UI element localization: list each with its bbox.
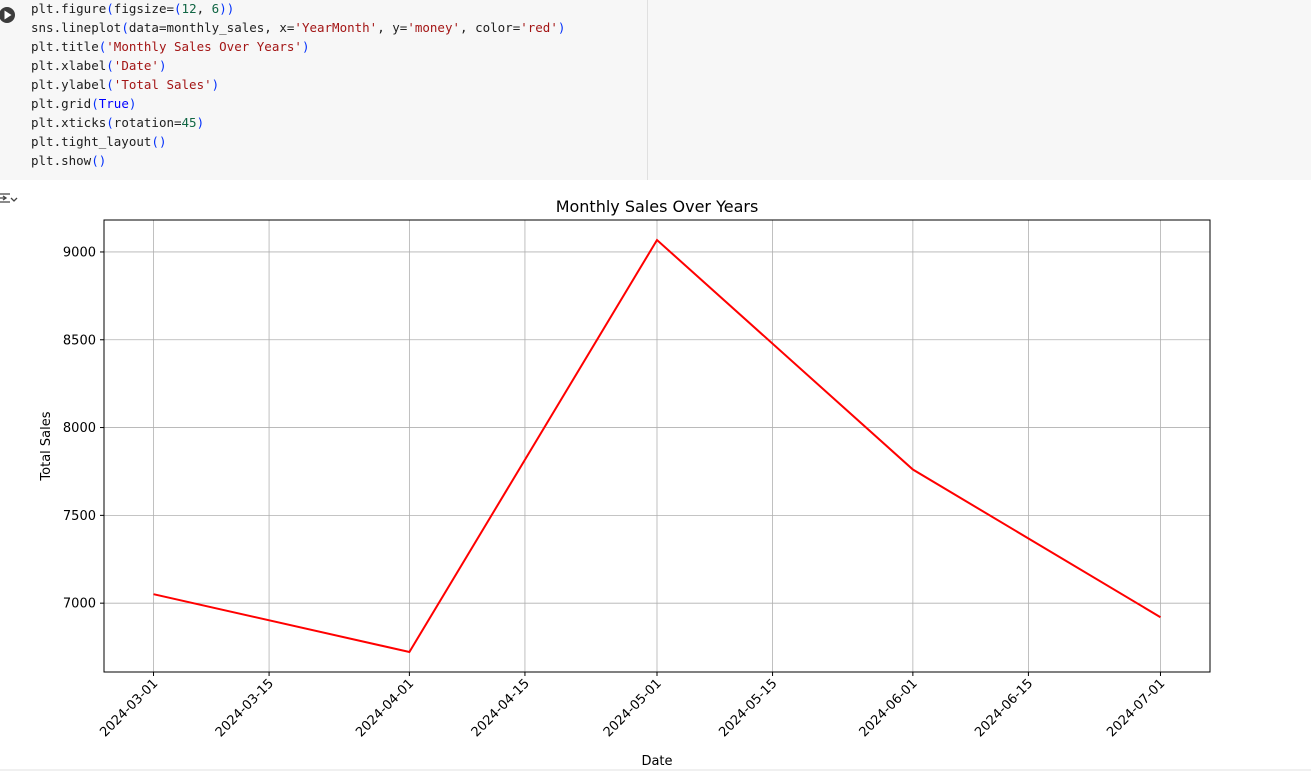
chart-title: Monthly Sales Over Years xyxy=(556,197,759,216)
plot-frame xyxy=(103,219,1211,673)
code-line: plt.ylabel('Total Sales') xyxy=(31,77,220,92)
y-tick-label: 7000 xyxy=(63,597,96,612)
x-tick-label: 2024-06-01 xyxy=(857,676,921,740)
y-tick-label: 9000 xyxy=(63,245,96,260)
code-line: plt.xticks(rotation=45) xyxy=(31,115,205,130)
y-tick-label: 8500 xyxy=(63,333,96,348)
y-tick-label: 7500 xyxy=(63,509,96,524)
code-line: plt.title('Monthly Sales Over Years') xyxy=(31,39,310,54)
x-tick-label: 2024-05-15 xyxy=(716,676,780,740)
output: Monthly Sales Over Years Date Total Sale… xyxy=(0,193,1311,771)
divider xyxy=(647,0,648,180)
x-axis-label: Date xyxy=(641,754,672,769)
code-line: sns.lineplot(data=monthly_sales, x='Year… xyxy=(31,20,566,35)
run-button[interactable] xyxy=(0,0,24,30)
code-line: plt.xlabel('Date') xyxy=(31,58,167,73)
x-tick-label: 2024-05-01 xyxy=(601,676,665,740)
x-tick-label: 2024-03-01 xyxy=(97,676,161,740)
y-tick-label: 8000 xyxy=(63,421,96,436)
x-tick-label: 2024-07-01 xyxy=(1104,676,1168,740)
x-tick-label: 2024-04-01 xyxy=(353,676,417,740)
x-tick-label: 2024-03-15 xyxy=(213,676,277,740)
output-icon[interactable] xyxy=(0,193,18,203)
line-series xyxy=(153,238,1161,654)
x-tick-label: 2024-04-15 xyxy=(469,676,533,740)
x-tick-label: 2024-06-15 xyxy=(972,676,1036,740)
code-line: plt.show() xyxy=(31,153,107,168)
code-editor[interactable]: plt.figure(figsize=(12, 6)) sns.lineplot(… xyxy=(31,0,565,170)
code-line: plt.figure(figsize=(12, 6)) xyxy=(31,1,235,16)
code-line: plt.tight_layout() xyxy=(31,134,167,149)
code-line: plt.grid(True) xyxy=(31,96,137,111)
code-cell: plt.figure(figsize=(12, 6)) sns.lineplot(… xyxy=(0,0,1311,180)
y-axis-label: Total Sales xyxy=(39,411,54,481)
